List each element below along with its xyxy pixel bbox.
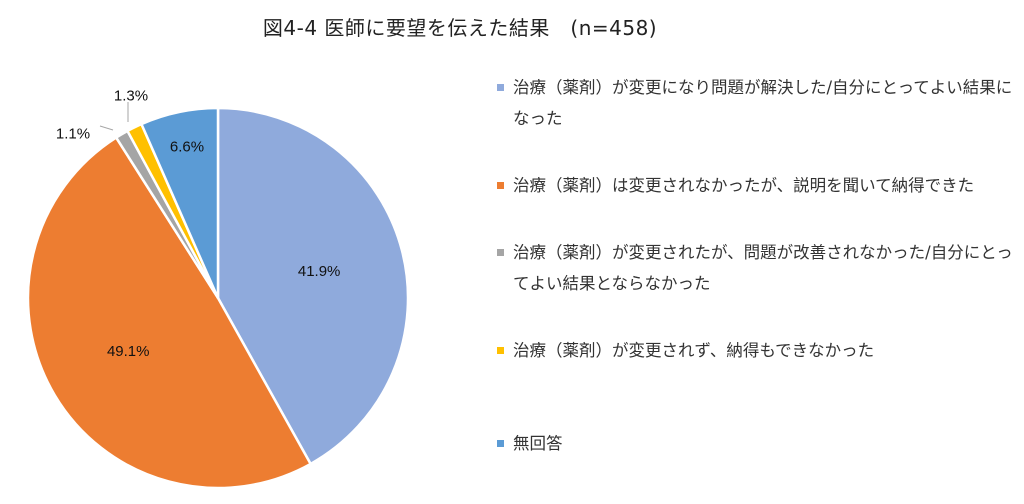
data-label-2: 49.1% [107, 343, 150, 360]
legend-item-1: 治療（薬剤）が変更になり問題が解決した/自分にとってよい結果になった [497, 72, 1017, 134]
legend-swatch-2 [497, 182, 504, 189]
legend-item-4: 治療（薬剤）が変更されず、納得もできなかった [497, 335, 1017, 366]
data-label-1: 41.9% [298, 263, 341, 280]
pie-slice-5 [139, 106, 220, 299]
legend-swatch-1 [497, 84, 504, 91]
pie-slice-2 [26, 135, 313, 490]
data-label-5: 6.6% [170, 139, 204, 156]
legend: 治療（薬剤）が変更になり問題が解決した/自分にとってよい結果になった 治療（薬剤）… [497, 72, 1017, 459]
legend-swatch-3 [497, 249, 504, 256]
legend-item-2: 治療（薬剤）は変更されなかったが、説明を聞いて納得できた [497, 170, 1017, 201]
legend-swatch-4 [497, 347, 504, 354]
legend-label-3: 治療（薬剤）が変更されたが、問題が改善されなかった/自分にとってよい結果とならな… [513, 243, 1013, 293]
legend-swatch-5 [497, 440, 504, 447]
legend-item-5: 無回答 [497, 428, 1017, 459]
pie-slice-1 [216, 106, 410, 466]
leader-line-3 [99, 125, 114, 131]
legend-item-3: 治療（薬剤）が変更されたが、問題が改善されなかった/自分にとってよい結果とならな… [497, 237, 1017, 299]
data-label-4: 1.3% [114, 88, 148, 105]
data-label-3: 1.1% [56, 126, 90, 143]
legend-label-4: 治療（薬剤）が変更されず、納得もできなかった [513, 341, 875, 360]
legend-label-1: 治療（薬剤）が変更になり問題が解決した/自分にとってよい結果になった [513, 78, 1013, 128]
legend-label-5: 無回答 [513, 434, 563, 453]
legend-label-2: 治療（薬剤）は変更されなかったが、説明を聞いて納得できた [513, 176, 975, 195]
pie-chart: 41.9% 49.1% 1.1% 1.3% 6.6% [26, 88, 410, 490]
chart-title: 図4-4 医師に要望を伝えた結果 (n=458) [262, 16, 658, 40]
